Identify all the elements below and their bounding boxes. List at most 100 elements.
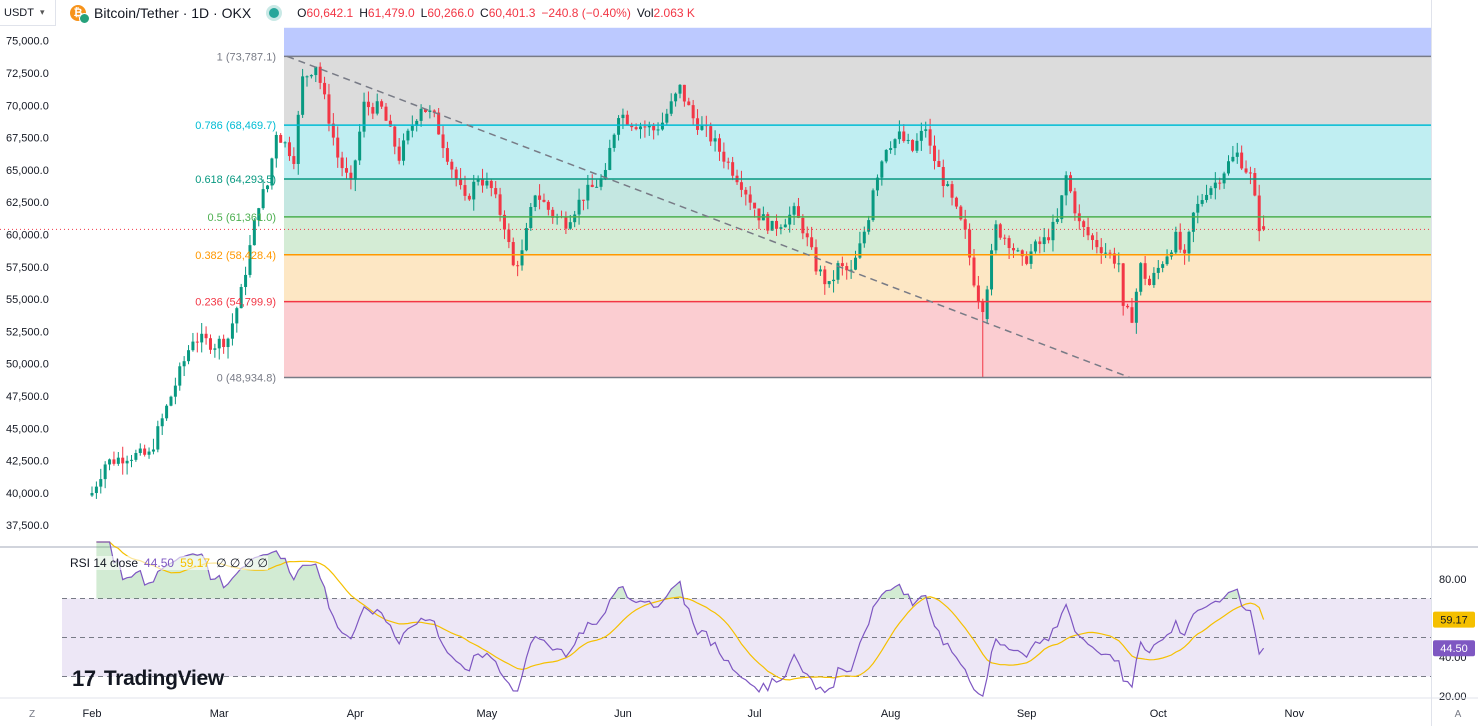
candle-body xyxy=(507,229,511,243)
rsi-legend[interactable]: RSI 14 close 44.50 59.17 ∅ ∅ ∅ ∅ xyxy=(70,556,268,570)
tradingview-logo[interactable]: 17 TradingView xyxy=(72,666,224,692)
rsi-value-badge-bg xyxy=(1433,640,1475,657)
candle-body xyxy=(1187,231,1191,254)
time-axis-label: Apr xyxy=(347,708,364,720)
candle-body xyxy=(147,451,151,455)
candle-body xyxy=(244,274,248,288)
rsi-ma-badge-bg xyxy=(1433,611,1475,628)
candle-body xyxy=(116,457,120,464)
candle-body xyxy=(252,220,256,246)
candle-body xyxy=(121,457,125,464)
ohlc-value: 60,266.0 xyxy=(427,6,475,20)
candle-body xyxy=(129,459,133,461)
ohlc-item: L60,266.0 xyxy=(421,6,474,20)
price-axis-label: 62,500.0 xyxy=(6,197,49,209)
candle-body xyxy=(599,178,603,187)
candle-body xyxy=(296,114,300,164)
candle-body xyxy=(437,112,441,135)
price-axis-label: 75,000.0 xyxy=(6,36,49,48)
candle-body xyxy=(191,341,195,351)
candle-body xyxy=(1042,237,1046,245)
candle-body xyxy=(112,459,116,464)
price-axis-label: 40,000.0 xyxy=(6,488,49,500)
candle-body xyxy=(384,106,388,121)
price-axis-label: 52,500.0 xyxy=(6,326,49,338)
candle-body xyxy=(182,361,186,367)
candle-body xyxy=(524,228,528,251)
bitcoin-icon: ₿ xyxy=(70,5,90,24)
candle-body xyxy=(187,350,191,362)
candle-body xyxy=(498,194,502,215)
candle-body xyxy=(1130,307,1134,323)
candle-body xyxy=(1099,247,1103,254)
symbol-title[interactable]: Bitcoin/Tether · 1D · OKX xyxy=(94,5,252,21)
candle-body xyxy=(318,66,322,83)
candle-body xyxy=(283,142,287,144)
candle-body xyxy=(489,180,493,189)
candle-body xyxy=(590,184,594,187)
price-axis-label: 42,500.0 xyxy=(6,456,49,468)
timezone-button[interactable]: Z xyxy=(28,708,36,720)
candle-body xyxy=(1064,175,1068,196)
candle-body xyxy=(551,209,555,218)
candle-body xyxy=(757,208,761,221)
candle-body xyxy=(99,479,103,487)
candle-body xyxy=(463,185,467,196)
candle-body xyxy=(125,460,129,464)
candle-body xyxy=(257,208,261,221)
market-status-icon[interactable] xyxy=(269,8,280,18)
candle-body xyxy=(165,405,169,419)
candle-body xyxy=(336,137,340,158)
candle-body xyxy=(678,84,682,94)
candle-body xyxy=(138,448,142,453)
fib-band xyxy=(284,56,1431,126)
candle-body xyxy=(371,107,375,114)
fib-level-label: 0.236 (54,799.9) xyxy=(195,297,276,309)
candle-body xyxy=(1152,272,1156,286)
candle-body xyxy=(397,146,401,161)
candle-body xyxy=(862,231,866,244)
candle-body xyxy=(1073,191,1077,214)
candle-body xyxy=(731,162,735,176)
candle-body xyxy=(643,126,647,128)
candle-body xyxy=(345,168,349,173)
candle-body xyxy=(327,94,331,124)
candle-body xyxy=(467,195,471,200)
candle-body xyxy=(441,134,445,149)
candle-body xyxy=(994,224,998,251)
candle-body xyxy=(1183,249,1187,254)
candle-body xyxy=(538,195,542,200)
candle-body xyxy=(954,197,958,207)
candle-body xyxy=(1095,240,1099,248)
candle-body xyxy=(1025,256,1029,264)
candle-body xyxy=(169,396,173,406)
candle-body xyxy=(1244,168,1248,173)
rsi-indicator-name: RSI 14 close xyxy=(70,556,139,570)
candle-body xyxy=(1240,152,1244,169)
candle-body xyxy=(393,126,397,147)
candle-body xyxy=(867,220,871,232)
time-axis-label: Nov xyxy=(1285,708,1305,720)
price-axis-label: 37,500.0 xyxy=(6,520,49,532)
candle-body xyxy=(1262,226,1266,230)
candle-body xyxy=(195,341,199,343)
candle-body xyxy=(1134,291,1138,323)
candle-body xyxy=(748,194,752,203)
candle-body xyxy=(652,125,656,131)
candle-body xyxy=(941,166,945,186)
auto-scale-button[interactable]: A xyxy=(1454,708,1462,720)
candle-body xyxy=(485,180,489,186)
candle-body xyxy=(775,220,779,229)
candle-body xyxy=(546,201,550,210)
candle-body xyxy=(726,161,730,163)
candle-body xyxy=(151,449,155,452)
candle-body xyxy=(796,206,800,218)
candle-body xyxy=(226,338,230,348)
candle-body xyxy=(744,189,748,195)
candle-body xyxy=(1051,221,1055,241)
candle-body xyxy=(717,138,721,152)
ohlc-item: H61,479.0 xyxy=(359,6,414,20)
currency-selector[interactable]: USDT ▾ xyxy=(0,0,56,26)
candle-body xyxy=(950,184,954,198)
